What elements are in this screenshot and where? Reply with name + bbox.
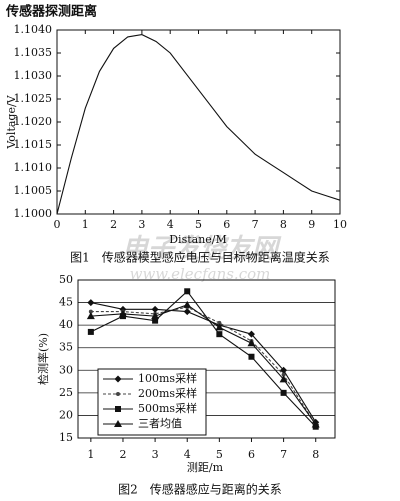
x-tick-label: 8 <box>312 448 319 461</box>
plot-frame <box>77 279 336 439</box>
legend-marker <box>114 375 122 383</box>
x-tick-label: 9 <box>308 218 315 231</box>
marker <box>280 389 287 396</box>
y-tick-label: 1.1000 <box>14 207 53 220</box>
legend-label: 200ms采样 <box>138 386 197 400</box>
marker <box>151 312 160 320</box>
x-tick-label: 1 <box>87 448 94 461</box>
x-tick-label: 5 <box>216 448 223 461</box>
legend-marker <box>116 392 120 396</box>
caption: 图1 传感器模型感应电压与目标物距离温度关系 <box>70 250 330 265</box>
x-tick-label: 5 <box>195 218 202 231</box>
series-line <box>90 306 317 425</box>
x-tick-label: 6 <box>248 448 255 461</box>
y-tick-label: 40 <box>59 318 73 331</box>
marker <box>311 420 320 428</box>
y-tick-label: 20 <box>59 408 73 421</box>
y-tick-label: 1.1010 <box>14 161 53 174</box>
x-tick-label: 7 <box>252 218 259 231</box>
x-tick-label: 4 <box>167 218 174 231</box>
marker <box>118 309 127 317</box>
series-line <box>56 34 341 215</box>
y-tick-label: 1.1025 <box>14 92 53 105</box>
x-axis-label: Distane/M <box>169 233 227 246</box>
x-tick-label: 0 <box>54 218 61 231</box>
marker <box>281 372 286 377</box>
y-tick-label: 1.1030 <box>14 69 53 82</box>
marker <box>86 312 95 320</box>
y-tick-label: 1.1015 <box>14 138 53 151</box>
y-tick-label: 30 <box>59 363 73 376</box>
series-line <box>90 290 317 428</box>
marker <box>88 309 93 314</box>
legend-marker <box>115 406 121 412</box>
plot-frame <box>56 29 341 215</box>
watermark-url: www.elecfans.com <box>130 265 271 283</box>
marker <box>152 317 159 324</box>
marker <box>215 323 224 331</box>
marker <box>216 331 223 338</box>
y-tick-label: 50 <box>59 273 73 286</box>
marker <box>279 375 288 383</box>
page-title: 传感器探测距离 <box>5 4 97 20</box>
series-line <box>90 302 317 423</box>
y-tick-label: 1.1005 <box>14 184 53 197</box>
series-line <box>90 304 317 425</box>
marker <box>183 308 191 316</box>
x-tick-label: 1 <box>82 218 89 231</box>
x-tick-label: 2 <box>110 218 117 231</box>
legend-marker <box>114 420 122 427</box>
y-tick-label: 1.1020 <box>14 115 53 128</box>
x-tick-label: 4 <box>184 448 191 461</box>
y-axis-label: 检测率(%) <box>36 333 50 385</box>
marker <box>280 366 288 374</box>
x-tick-label: 3 <box>152 448 159 461</box>
x-tick-label: 7 <box>280 448 287 461</box>
x-tick-label: 3 <box>138 218 145 231</box>
marker <box>151 305 159 313</box>
y-tick-label: 25 <box>59 386 73 399</box>
y-axis-label: Voltage/V <box>5 94 18 149</box>
legend-label: 500ms采样 <box>138 401 197 415</box>
marker <box>247 339 256 347</box>
marker <box>217 320 222 325</box>
y-tick-label: 1.1035 <box>14 46 53 59</box>
marker <box>183 300 192 308</box>
y-tick-label: 35 <box>59 341 73 354</box>
x-tick-label: 10 <box>333 218 347 231</box>
legend-label: 三者均值 <box>138 417 182 430</box>
x-tick-label: 8 <box>280 218 287 231</box>
x-tick-label: 2 <box>119 448 126 461</box>
marker <box>87 328 94 335</box>
y-tick-label: 45 <box>59 296 73 309</box>
legend-label: 100ms采样 <box>138 371 197 385</box>
y-tick-label: 15 <box>59 431 73 444</box>
marker <box>248 353 255 360</box>
marker <box>184 288 191 295</box>
marker <box>247 330 255 338</box>
x-tick-label: 6 <box>223 218 230 231</box>
caption: 图2 传感器感应与距离的关系 <box>118 482 282 497</box>
x-axis-label: 测距/m <box>187 461 224 474</box>
marker <box>87 299 95 307</box>
watermark-logo: 电子发烧友网 <box>122 234 282 264</box>
y-tick-label: 1.1040 <box>14 23 53 36</box>
